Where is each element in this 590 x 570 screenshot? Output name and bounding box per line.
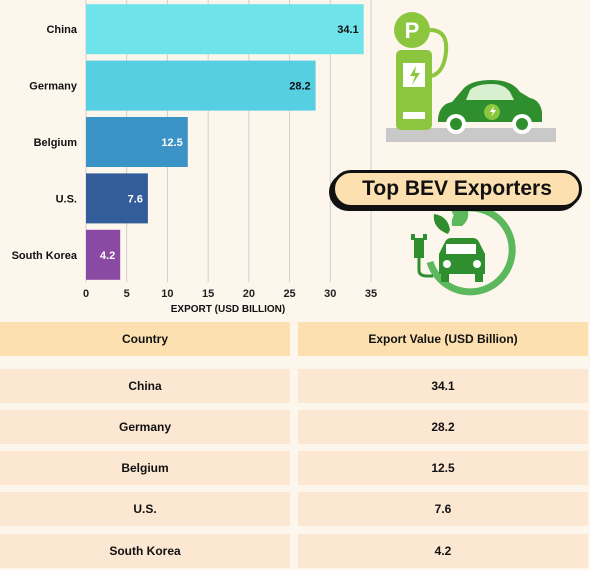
category-label: South Korea bbox=[12, 250, 78, 262]
bar-value-label: 12.5 bbox=[161, 137, 182, 149]
x-tick-label: 10 bbox=[161, 288, 173, 300]
svg-text:P: P bbox=[405, 18, 420, 43]
table-cell-country: U.S. bbox=[0, 492, 290, 526]
bar-value-label: 7.6 bbox=[128, 193, 143, 205]
bar bbox=[86, 60, 316, 111]
chart-labels: 0 5 10 15 20 25 30 35 China 34.1 Germany 28.2 Belgiu… bbox=[12, 24, 378, 300]
bar bbox=[86, 173, 148, 224]
table-cell-value: 7.6 bbox=[298, 492, 588, 526]
x-tick-label: 5 bbox=[124, 288, 130, 300]
bar bbox=[86, 229, 121, 280]
table-header-country: Country bbox=[0, 322, 290, 356]
table-cell-country: South Korea bbox=[0, 534, 290, 568]
table-row: U.S. 7.6 bbox=[0, 492, 590, 526]
ev-charging-station-icon: P bbox=[386, 12, 556, 142]
bar-value-label: 34.1 bbox=[337, 24, 358, 36]
x-tick-label: 0 bbox=[83, 288, 89, 300]
bar-chart: 0 5 10 15 20 25 30 35 China 34.1 Germany 28.2 Belgiu… bbox=[12, 0, 556, 315]
table-row: China 34.1 bbox=[0, 369, 590, 403]
x-axis-title: EXPORT (USD BILLION) bbox=[171, 304, 285, 315]
table-cell-country: Belgium bbox=[0, 451, 290, 485]
bar-value-label: 28.2 bbox=[289, 81, 310, 93]
x-tick-label: 20 bbox=[243, 288, 255, 300]
table-cell-value: 34.1 bbox=[298, 369, 588, 403]
eco-plug-car-icon bbox=[411, 204, 516, 296]
category-label: Belgium bbox=[34, 137, 78, 149]
table-cell-value: 4.2 bbox=[298, 534, 588, 568]
table-row: Belgium 12.5 bbox=[0, 451, 590, 485]
table-cell-value: 28.2 bbox=[298, 410, 588, 444]
table-header-row: Country Export Value (USD Billion) bbox=[0, 322, 590, 356]
chart-bars bbox=[86, 4, 364, 280]
table-cell-country: Germany bbox=[0, 410, 290, 444]
bar bbox=[86, 4, 364, 55]
category-label: Germany bbox=[29, 81, 78, 93]
table-header-export-value: Export Value (USD Billion) bbox=[298, 322, 588, 356]
table-cell-country: China bbox=[0, 369, 290, 403]
table-cell-value: 12.5 bbox=[298, 451, 588, 485]
category-label: China bbox=[46, 24, 77, 36]
table-row: Germany 28.2 bbox=[0, 410, 590, 444]
x-tick-label: 35 bbox=[365, 288, 377, 300]
page-title: Top BEV Exporters bbox=[332, 170, 582, 208]
x-tick-label: 25 bbox=[283, 288, 295, 300]
bar-value-label: 4.2 bbox=[100, 250, 115, 262]
category-label: U.S. bbox=[56, 193, 77, 205]
electric-car-icon bbox=[438, 80, 542, 134]
bar bbox=[86, 117, 188, 167]
table-row: South Korea 4.2 bbox=[0, 534, 590, 568]
x-tick-label: 15 bbox=[202, 288, 214, 300]
x-tick-label: 30 bbox=[324, 288, 336, 300]
